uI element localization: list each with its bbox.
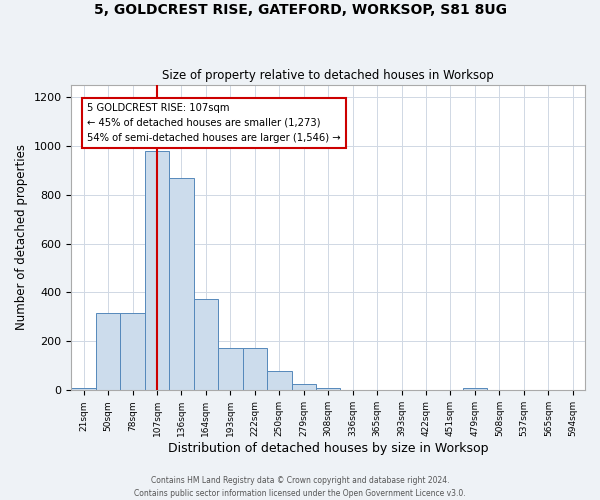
Bar (145, 150, 169, 390)
Bar (169, 178, 194, 390)
Bar (463, 388, 487, 390)
Text: Contains HM Land Registry data © Crown copyright and database right 2024.
Contai: Contains HM Land Registry data © Crown c… (134, 476, 466, 498)
Bar (218, 348, 242, 391)
Bar (316, 388, 340, 390)
Bar (242, 348, 267, 391)
Bar (292, 384, 316, 390)
Bar (121, 314, 145, 390)
Y-axis label: Number of detached properties: Number of detached properties (15, 144, 28, 330)
Title: Size of property relative to detached houses in Worksop: Size of property relative to detached ho… (163, 69, 494, 82)
Bar (96, 314, 121, 390)
Bar (267, 371, 292, 390)
Text: 5 GOLDCREST RISE: 107sqm
← 45% of detached houses are smaller (1,273)
54% of sem: 5 GOLDCREST RISE: 107sqm ← 45% of detach… (87, 103, 341, 142)
Bar (194, 298, 218, 390)
Bar (71, 388, 96, 390)
Text: 5, GOLDCREST RISE, GATEFORD, WORKSOP, S81 8UG: 5, GOLDCREST RISE, GATEFORD, WORKSOP, S8… (94, 2, 506, 16)
X-axis label: Distribution of detached houses by size in Worksop: Distribution of detached houses by size … (168, 442, 488, 455)
